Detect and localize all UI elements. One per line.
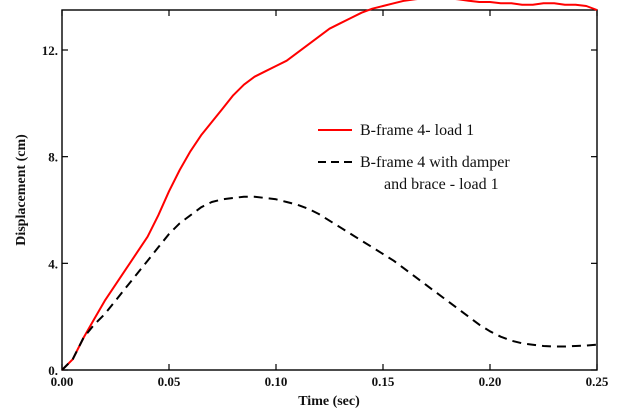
x-tick-label: 0.15 xyxy=(372,374,395,389)
legend-label-bframe4-damper-brace-line1: B-frame 4 with damper xyxy=(360,154,510,171)
x-tick-label: 0.25 xyxy=(586,374,609,389)
legend-label-bframe4-damper-brace-line2: and brace - load 1 xyxy=(384,176,499,193)
ticks-layer: 0.00 0.05 0.10 0.15 0.20 0.25 0. 4. 8. 12. xyxy=(42,10,609,389)
y-axis-title: Displacement (cm) xyxy=(14,134,29,246)
series-line-bframe4-damper-brace xyxy=(61,195,598,371)
x-tick-label: 0.10 xyxy=(265,374,288,389)
y-tick-label: 0. xyxy=(48,363,58,378)
x-tick-label: 0.00 xyxy=(51,374,74,389)
y-tick-label: 12. xyxy=(42,43,58,58)
x-tick-label: 0.20 xyxy=(479,374,502,389)
plot-frame xyxy=(61,9,598,371)
series-layer xyxy=(61,0,598,371)
y-tick-label: 4. xyxy=(48,256,58,271)
legend-label-bframe4-load1: B-frame 4- load 1 xyxy=(360,122,474,139)
series-line-bframe4-load1 xyxy=(61,0,598,371)
x-tick-label: 0.05 xyxy=(158,374,181,389)
y-tick-label: 8. xyxy=(48,150,58,165)
legend: B-frame 4- load 1 B-frame 4 with damper an… xyxy=(318,122,510,193)
x-axis-title: Time (sec) xyxy=(298,394,360,409)
